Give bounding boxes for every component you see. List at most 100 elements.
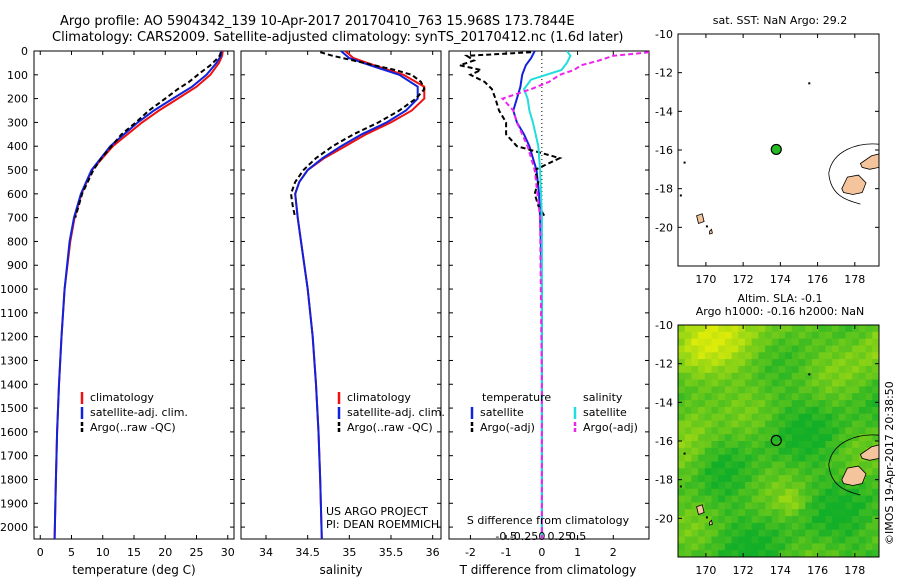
sla-cell bbox=[678, 475, 686, 483]
sla-cell bbox=[805, 400, 813, 408]
sla-cell bbox=[832, 372, 840, 381]
sla-cell bbox=[758, 352, 766, 360]
sla-cell bbox=[791, 502, 800, 510]
sla-cell bbox=[865, 509, 873, 517]
sla-cell bbox=[731, 529, 739, 538]
sla-cell bbox=[785, 481, 793, 490]
sla-cell bbox=[785, 365, 793, 374]
sla-cell bbox=[845, 406, 853, 415]
sla-cell bbox=[778, 488, 786, 497]
sla-cell bbox=[704, 413, 713, 422]
sla-cell bbox=[684, 447, 692, 456]
sla-cell bbox=[678, 509, 686, 517]
depth-tick-label: 2000 bbox=[0, 521, 28, 534]
sla-cell bbox=[778, 352, 786, 360]
land-island bbox=[859, 153, 879, 170]
sla-cell bbox=[838, 400, 847, 408]
sla-cell bbox=[765, 536, 773, 544]
sla-cell bbox=[718, 495, 726, 503]
sst-map-ytick-label: -18 bbox=[655, 183, 673, 196]
sla-cell bbox=[858, 461, 867, 469]
sla-cell bbox=[825, 338, 833, 346]
sla-cell bbox=[731, 434, 739, 442]
sla-cell bbox=[852, 331, 860, 340]
sla-cell bbox=[825, 434, 833, 442]
sla-cell bbox=[704, 447, 713, 456]
sla-cell bbox=[858, 420, 867, 428]
sla-cell bbox=[684, 338, 692, 346]
sla-cell bbox=[858, 488, 867, 497]
sla-cell bbox=[771, 529, 780, 538]
sla-cell bbox=[724, 413, 733, 422]
sla-cell bbox=[718, 325, 726, 333]
sla-cell bbox=[698, 495, 706, 503]
sla-cell bbox=[751, 413, 759, 422]
sla-map-xtick-label: 174 bbox=[770, 564, 791, 577]
sla-cell bbox=[832, 331, 840, 340]
sla-cell bbox=[711, 495, 719, 503]
sla-cell bbox=[691, 441, 699, 449]
sla-cell bbox=[858, 372, 867, 381]
land-island bbox=[696, 504, 705, 516]
sla-cell bbox=[718, 406, 726, 415]
sla-cell bbox=[691, 393, 699, 401]
sla-cell bbox=[778, 420, 786, 428]
sla-cell bbox=[805, 509, 813, 517]
sla-cell bbox=[798, 447, 806, 456]
sla-cell bbox=[678, 345, 686, 353]
sla-cell bbox=[805, 475, 813, 483]
sla-cell bbox=[812, 379, 820, 387]
sla-cell bbox=[724, 427, 733, 435]
sla-cell bbox=[812, 400, 820, 408]
sla-cell bbox=[858, 386, 867, 394]
sla-cell bbox=[684, 365, 692, 374]
sla-cell bbox=[678, 495, 686, 503]
sla-cell bbox=[825, 488, 833, 497]
sla-cell bbox=[751, 338, 759, 346]
sla-cell bbox=[818, 365, 826, 374]
sla-cell bbox=[684, 522, 692, 531]
sla-cell bbox=[838, 495, 847, 503]
sla-cell bbox=[678, 434, 686, 442]
sla-cell bbox=[731, 379, 739, 387]
sla-cell bbox=[798, 475, 806, 483]
salinity-xtick-label: 34 bbox=[259, 546, 273, 559]
sla-cell bbox=[852, 427, 860, 435]
sla-cell bbox=[765, 365, 773, 374]
sst-map-ytick-label: -12 bbox=[655, 67, 673, 80]
sla-cell bbox=[805, 536, 813, 544]
sla-cell bbox=[805, 488, 813, 497]
sla-cell bbox=[812, 420, 820, 428]
sla-cell bbox=[845, 379, 853, 387]
sla-cell bbox=[832, 536, 840, 544]
sla-cell bbox=[678, 379, 686, 387]
sla-cell bbox=[785, 454, 793, 462]
sla-cell bbox=[845, 352, 853, 360]
legend-label: satellite-adj. clim. bbox=[90, 406, 188, 419]
sla-cell bbox=[805, 406, 813, 415]
sla-cell bbox=[771, 488, 780, 497]
sla-cell bbox=[798, 372, 806, 381]
sla-cell bbox=[731, 331, 739, 340]
sla-cell bbox=[778, 509, 786, 517]
sla-cell bbox=[798, 509, 806, 517]
sla-cell bbox=[805, 379, 813, 387]
legend-label: climatology bbox=[347, 391, 411, 404]
sla-cell bbox=[838, 454, 847, 462]
sla-cell bbox=[711, 516, 719, 524]
sla-cell bbox=[678, 522, 686, 531]
sla-cell bbox=[818, 406, 826, 415]
sla-cell bbox=[684, 502, 692, 510]
sla-cell bbox=[738, 413, 746, 422]
sla-cell bbox=[678, 461, 686, 469]
sla-cell bbox=[691, 447, 699, 456]
sla-cell bbox=[731, 454, 739, 462]
sla-cell bbox=[765, 393, 773, 401]
sla-cell bbox=[765, 509, 773, 517]
sla-cell bbox=[798, 406, 806, 415]
sla-cell bbox=[698, 379, 706, 387]
land-island bbox=[696, 213, 705, 225]
sla-cell bbox=[812, 495, 820, 503]
sla-cell bbox=[865, 420, 873, 428]
sla-cell bbox=[738, 481, 746, 490]
